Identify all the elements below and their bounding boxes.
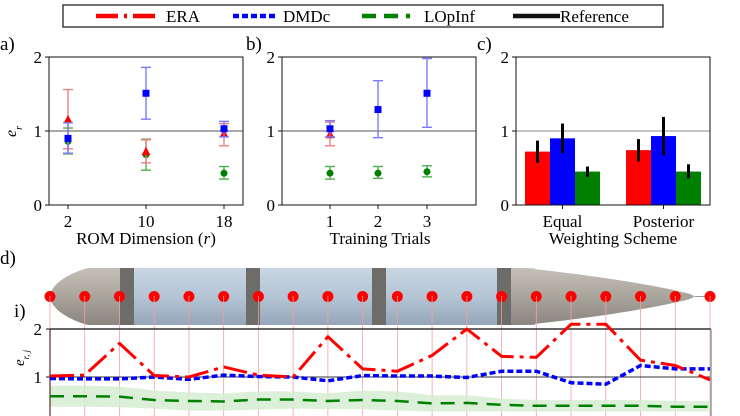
vehicle-ring-1 bbox=[120, 268, 134, 325]
panel-d-line-dmdc bbox=[49, 363, 710, 386]
panel-b-ytick-label: 0 bbox=[267, 196, 276, 215]
panel-a-ytick-label: 1 bbox=[34, 122, 43, 141]
panel-b-ytick-label: 2 bbox=[267, 48, 276, 67]
panel-c-bar: 0 1 2 Equal Posterior Weighting Scheme bbox=[501, 48, 711, 248]
panel-a-point-dmdc bbox=[142, 89, 150, 97]
panel-c-bar-lopinf bbox=[575, 171, 600, 205]
panel-a-point-dmdc bbox=[64, 134, 72, 142]
legend-entry-reference[interactable]: Reference bbox=[513, 7, 629, 26]
panel-a-point-era bbox=[63, 114, 73, 124]
panel-d-ytick-label: 2 bbox=[34, 320, 43, 339]
legend-label-era: ERA bbox=[166, 7, 201, 26]
legend-entry-dmdc[interactable]: DMDc bbox=[233, 7, 331, 26]
vehicle-ring-3 bbox=[372, 268, 386, 325]
legend-entry-era[interactable]: ERA bbox=[96, 7, 201, 26]
panel-label-d-i: i) bbox=[14, 301, 26, 322]
panel-label-b: b) bbox=[246, 34, 262, 55]
legend-label-lopinf: LOpInf bbox=[424, 7, 475, 26]
panel-c-xtick-label: Equal bbox=[543, 212, 583, 231]
panel-c-xtick-label: Posterior bbox=[633, 212, 695, 231]
panel-c-axes-border bbox=[515, 56, 711, 206]
panel-a-xtick-label: 10 bbox=[138, 212, 155, 231]
legend: ERA DMDc LOpInf Reference bbox=[62, 4, 664, 28]
panel-label-d: d) bbox=[0, 248, 16, 269]
panel-b-scatter: 0 1 2 1 2 3 Training Trials bbox=[267, 48, 477, 248]
panel-c-ytick-label: 0 bbox=[501, 196, 510, 215]
panel-a-point-era bbox=[141, 146, 151, 156]
panel-b-point-lopinf bbox=[423, 168, 431, 176]
panel-a-xtick-label: 18 bbox=[216, 212, 233, 231]
panel-b-ytick-label: 1 bbox=[267, 122, 276, 141]
panel-b-point-dmdc bbox=[374, 106, 382, 114]
panel-d-line-lopinf bbox=[50, 394, 710, 409]
panel-b-point-lopinf bbox=[326, 169, 334, 177]
panel-a-point-dmdc bbox=[220, 125, 228, 133]
panel-b-point-lopinf bbox=[374, 169, 382, 177]
panel-b-xlabel: Training Trials bbox=[330, 229, 431, 248]
legend-label-dmdc: DMDc bbox=[283, 7, 331, 26]
panel-b-xtick-label: 3 bbox=[423, 212, 432, 231]
legend-label-reference: Reference bbox=[560, 7, 629, 26]
panel-a-point-lopinf bbox=[220, 169, 228, 177]
panel-c-ytick-label: 2 bbox=[501, 48, 510, 67]
panel-d-line-era bbox=[49, 322, 711, 382]
panel-d-ylabel: er, j bbox=[12, 349, 31, 366]
panel-a-xtick-label: 2 bbox=[64, 212, 73, 231]
panel-a-scatter: er 0 1 2 2 10 18 ROM Dimension (r) bbox=[3, 48, 244, 248]
panel-b-point-dmdc bbox=[326, 125, 334, 133]
panel-label-c: c) bbox=[477, 34, 492, 55]
panel-b-xtick-label: 2 bbox=[374, 212, 383, 231]
panel-a-ytick-label: 2 bbox=[34, 48, 43, 67]
panel-label-a: a) bbox=[0, 34, 15, 55]
panel-d-i-line: 1 2er, j bbox=[12, 296, 712, 416]
vehicle-diagram bbox=[44, 268, 716, 325]
panel-c-ytick-label: 1 bbox=[501, 122, 510, 141]
panel-a-xlabel: ROM Dimension (r) bbox=[76, 229, 216, 248]
legend-entry-lopinf[interactable]: LOpInf bbox=[362, 7, 475, 26]
panel-d-ytick-label: 1 bbox=[34, 368, 43, 387]
panel-a-ytick-label: 0 bbox=[34, 196, 43, 215]
panel-b-xtick-label: 1 bbox=[326, 212, 335, 231]
panel-c-xlabel: Weighting Scheme bbox=[549, 229, 677, 248]
panel-b-point-dmdc bbox=[423, 89, 431, 97]
panel-a-ylabel: er bbox=[3, 126, 25, 137]
